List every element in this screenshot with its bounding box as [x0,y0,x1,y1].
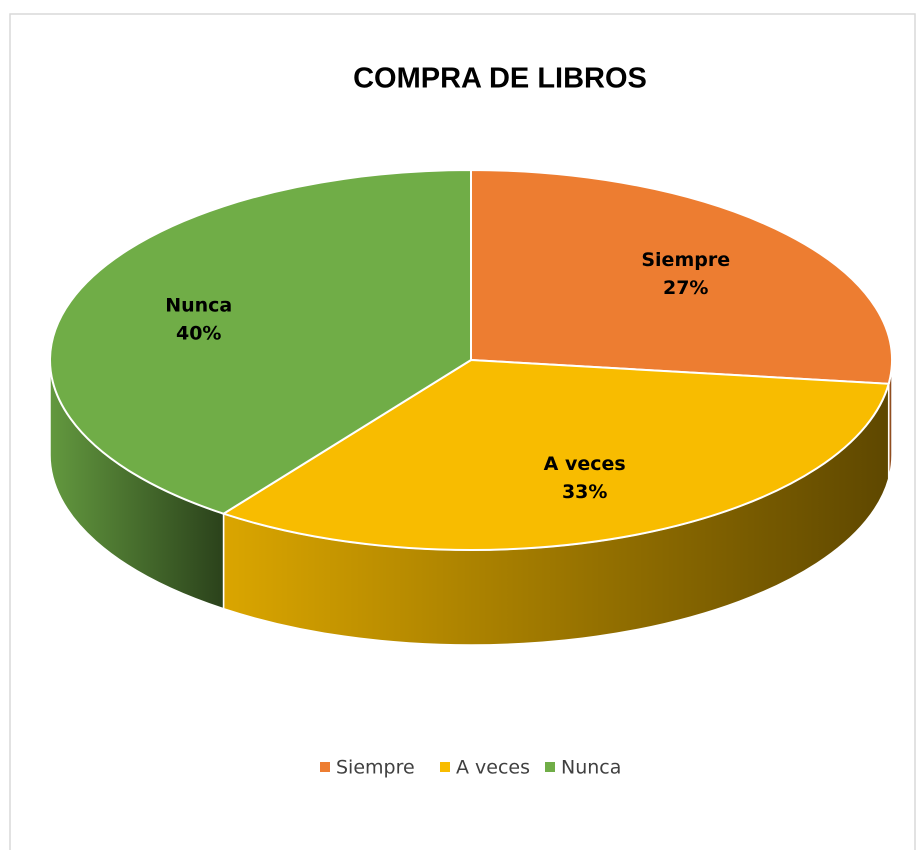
legend-swatch [545,762,555,772]
pie-sides [49,359,893,646]
pie-slice [470,168,893,385]
legend-label: Siempre [336,757,415,779]
legend-swatch [320,762,330,772]
data-label-name: Nunca [165,295,232,317]
pie-slice [49,168,472,515]
pie-slice [221,358,890,551]
data-label-name: A veces [544,453,626,475]
legend: Siempre A veces Nunca [320,757,621,779]
data-label-value: 33% [562,481,607,503]
data-label-value: 40% [176,323,221,345]
data-label-value: 27% [663,277,708,299]
data-label-name: Siempre [641,249,730,271]
pie-tops [49,168,893,551]
data-labels: Siempre 27% A veces 33% Nunca 40% [165,249,730,503]
legend-swatch [440,762,450,772]
legend-label: A veces [456,757,530,779]
legend-label: Nunca [561,757,621,779]
chart-title: COMPRA DE LIBROS [353,63,647,95]
